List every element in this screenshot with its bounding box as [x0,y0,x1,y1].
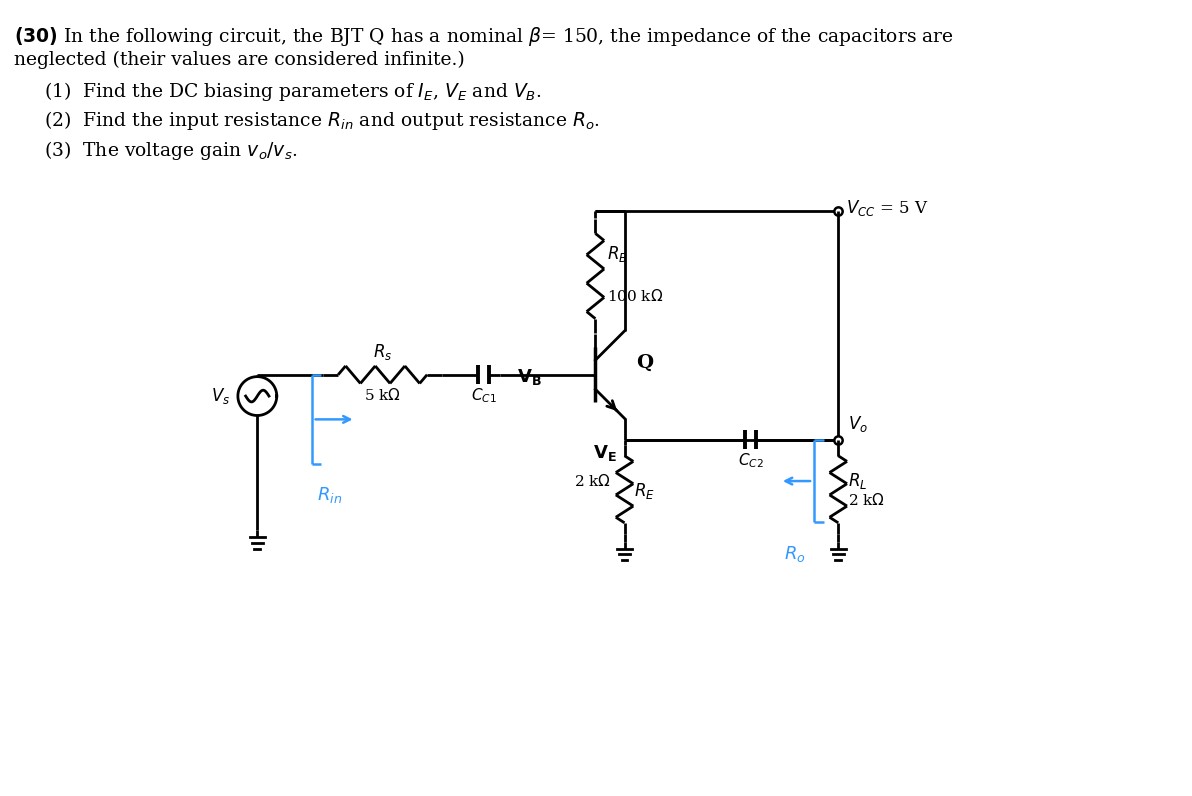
Text: $R_{in}$: $R_{in}$ [317,486,342,505]
Text: $R_s$: $R_s$ [373,342,392,362]
Text: (1)  Find the DC biasing parameters of $I_E$, $V_E$ and $V_B$.: (1) Find the DC biasing parameters of $I… [44,80,541,103]
Text: $R_o$: $R_o$ [783,544,806,564]
Text: $V_{CC}$ = 5 V: $V_{CC}$ = 5 V [846,197,929,217]
Text: $R_L$: $R_L$ [848,471,868,491]
Text: $\mathbf{V_E}$: $\mathbf{V_E}$ [592,443,616,462]
Text: Q: Q [637,354,653,372]
Text: $V_o$: $V_o$ [848,414,868,434]
Text: (2)  Find the input resistance $R_{in}$ and output resistance $R_o$.: (2) Find the input resistance $R_{in}$ a… [44,110,600,132]
Text: $C_{C2}$: $C_{C2}$ [738,451,764,470]
Text: 2 k$\Omega$: 2 k$\Omega$ [575,473,611,489]
Text: $\mathbf{V_B}$: $\mathbf{V_B}$ [517,367,542,387]
Text: $C_{C1}$: $C_{C1}$ [471,386,497,405]
Text: $\mathbf{(30)}$ In the following circuit, the BJT Q has a nominal $\beta$= 150, : $\mathbf{(30)}$ In the following circuit… [14,25,955,48]
Text: 5 k$\Omega$: 5 k$\Omega$ [365,388,401,404]
Text: $R_E$: $R_E$ [634,481,656,501]
Text: $V_s$: $V_s$ [211,386,230,406]
Text: (3)  The voltage gain $v_o/v_s$.: (3) The voltage gain $v_o/v_s$. [44,139,297,162]
Text: 2 k$\Omega$: 2 k$\Omega$ [848,493,884,509]
Text: $R_B$: $R_B$ [607,244,628,264]
Text: neglected (their values are considered infinite.): neglected (their values are considered i… [14,51,465,69]
Text: 100 k$\Omega$: 100 k$\Omega$ [607,287,664,304]
